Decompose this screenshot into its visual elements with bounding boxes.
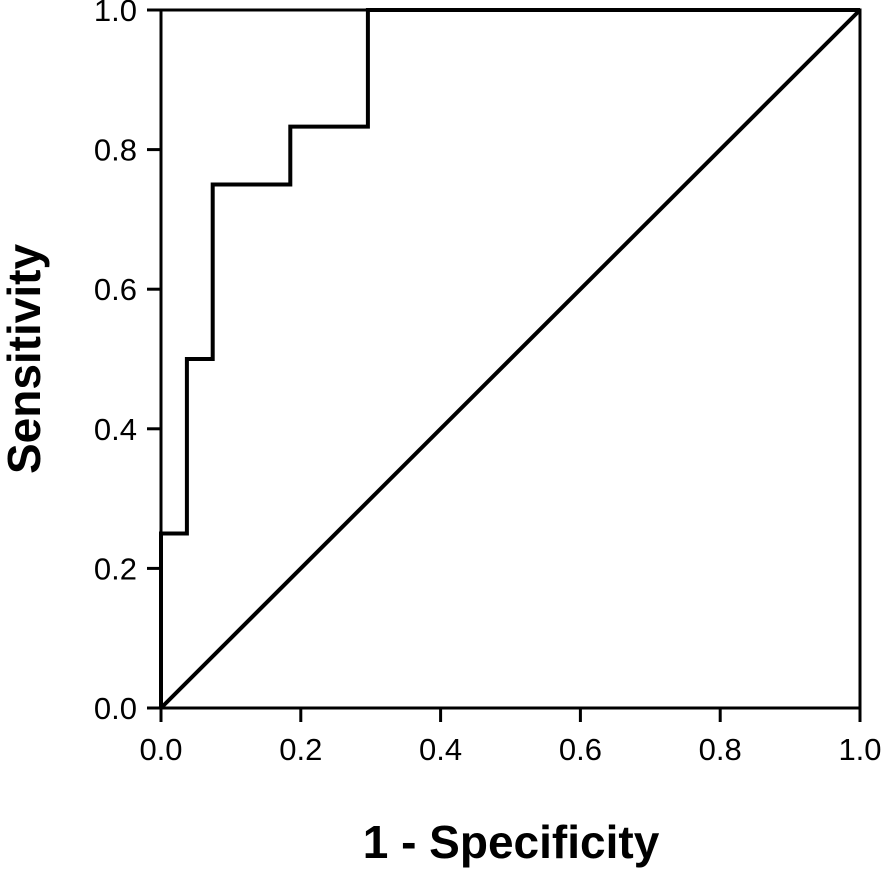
y-tick-label: 0.8 (94, 133, 137, 168)
x-axis-title: 1 - Specificity (363, 816, 660, 868)
x-tick-label: 0.0 (139, 732, 182, 767)
y-tick-label: 0.4 (94, 412, 137, 447)
plot-area (159, 8, 862, 710)
y-tick-label: 0.2 (94, 551, 137, 586)
reference-diagonal-line (159, 8, 862, 710)
x-tick-label: 0.8 (699, 732, 742, 767)
y-tick-label: 1.0 (94, 0, 137, 28)
roc-curve-line (159, 8, 860, 708)
x-tick-label: 1.0 (838, 732, 881, 767)
y-tick-label: 0.6 (94, 272, 137, 307)
x-tick-label: 0.2 (279, 732, 322, 767)
y-axis-title: Sensitivity (0, 244, 50, 475)
y-axis: 0.0 0.2 0.4 0.6 0.8 1.0 (94, 0, 161, 726)
x-tick-label: 0.4 (419, 732, 462, 767)
y-tick-label: 0.0 (94, 691, 137, 726)
x-tick-label: 0.6 (559, 732, 602, 767)
x-axis: 0.0 0.2 0.4 0.6 0.8 1.0 (139, 708, 882, 767)
